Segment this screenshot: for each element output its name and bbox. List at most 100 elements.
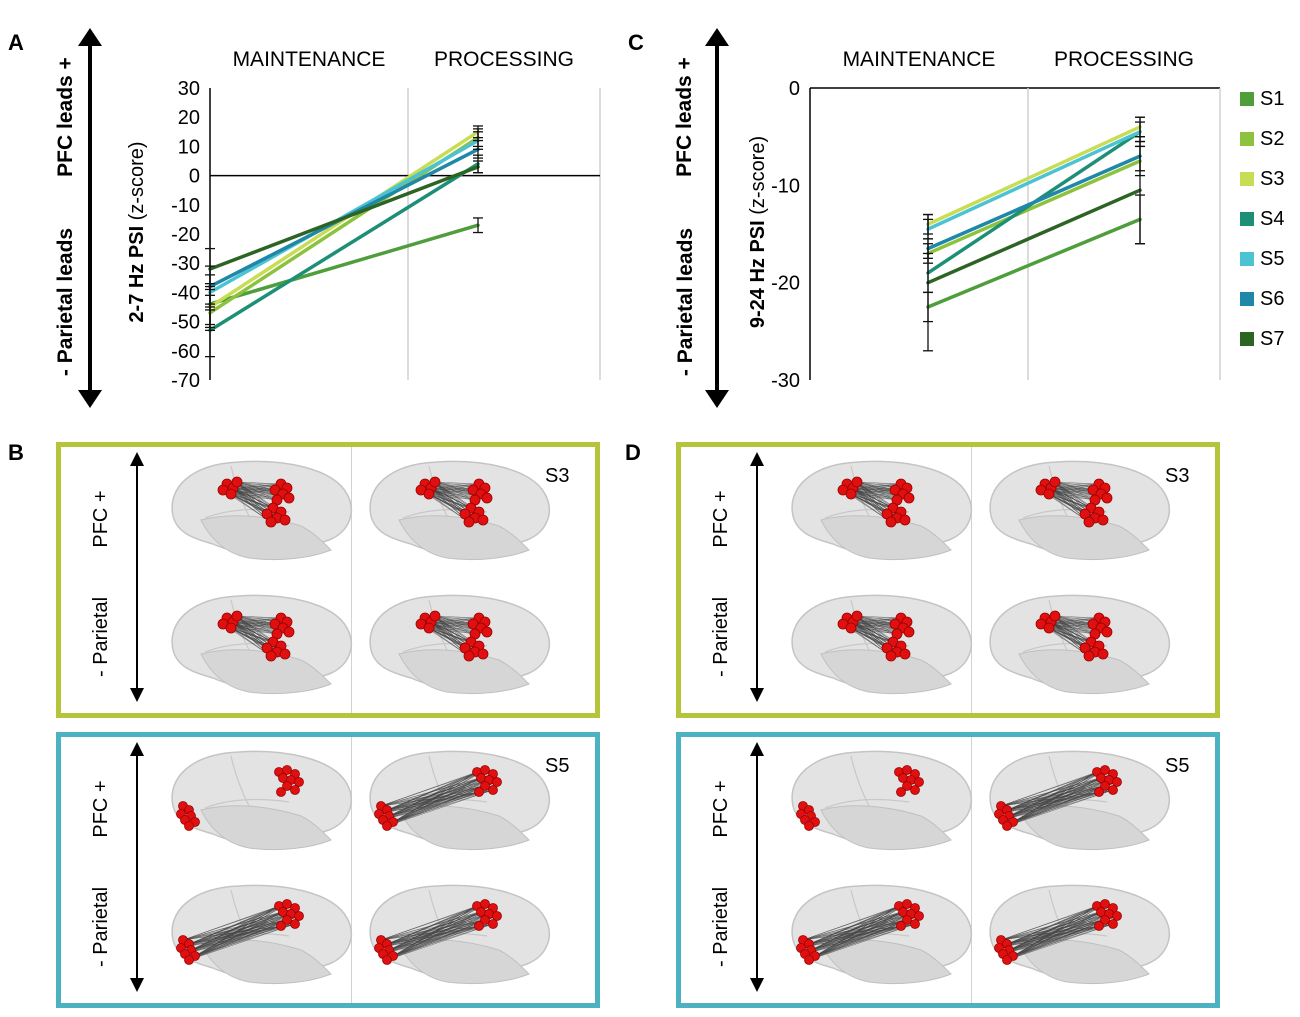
- brain-maintenance-pfc-leads: [791, 750, 972, 851]
- electrode-nodes: [796, 899, 924, 965]
- temporal-lobe: [398, 515, 530, 561]
- parietal-leads-label-a: - Parietal leads: [54, 227, 77, 377]
- brain-box-s5-b: PFC + - Parietal S5: [56, 732, 600, 1008]
- pfc-label: PFC +: [90, 490, 112, 548]
- y-tick-label: -40: [171, 282, 200, 304]
- central-sulcus: [230, 755, 250, 807]
- lateral-sulcus: [824, 798, 910, 809]
- y-tick-label: 0: [789, 78, 800, 100]
- electrode-nodes: [837, 476, 915, 528]
- brain-maintenance-parietal-leads: [791, 884, 972, 985]
- pfc-label: PFC +: [90, 780, 112, 838]
- legend-swatch: [1240, 332, 1254, 346]
- legend-swatch: [1240, 92, 1254, 106]
- temporal-lobe: [820, 515, 952, 561]
- brain-maintenance-pfc-leads: [791, 460, 972, 561]
- series-line-s4: [208, 162, 480, 333]
- line-chart-c: 0 -10 -20 -30 MAINTENANCE PROCESSING: [771, 48, 1221, 392]
- brain-processing-pfc-leads: [989, 750, 1170, 851]
- error-bar-s7: [473, 160, 483, 174]
- series-line-s6: [926, 154, 1142, 251]
- brain-maintenance-pfc-leads: [171, 460, 352, 561]
- error-bar-s7: [1135, 136, 1145, 245]
- legend-label: S4: [1260, 208, 1285, 230]
- legend-swatch: [1240, 292, 1254, 306]
- error-bar-s1: [473, 217, 483, 234]
- legend-item-s7: S7: [1240, 326, 1300, 352]
- electrode-nodes: [796, 765, 924, 831]
- subject-label: S5: [1165, 755, 1190, 777]
- brain-maintenance-pfc-leads: [171, 750, 352, 851]
- series-line-s1: [926, 217, 1142, 309]
- subject-label: S3: [1165, 465, 1190, 487]
- electrode-nodes: [217, 610, 295, 662]
- panel-letter-b: B: [8, 440, 24, 465]
- legend-label: S6: [1260, 288, 1285, 310]
- temporal-lobe: [200, 649, 332, 695]
- legend-label: S7: [1260, 328, 1285, 350]
- legend-swatch: [1240, 252, 1254, 266]
- electrode-nodes: [374, 765, 502, 831]
- legend-item-s1: S1: [1240, 86, 1300, 112]
- y-tick-label: -50: [171, 312, 200, 334]
- condition-divider: [971, 737, 972, 1003]
- error-bar-s7: [923, 213, 933, 352]
- series-line-s1: [208, 223, 480, 306]
- panel-letter-d: D: [625, 440, 641, 465]
- legend-swatch: [1240, 132, 1254, 146]
- brain-box-s3-b: PFC + - Parietal S3: [56, 442, 600, 718]
- parietal-label: - Parietal: [710, 886, 732, 968]
- pfc-label: PFC +: [710, 490, 732, 548]
- y-axis-label-a: 2-7 Hz PSI (z-score): [125, 126, 149, 338]
- series-line-s7: [208, 165, 480, 271]
- y-tick-label: -60: [171, 341, 200, 363]
- electrode-nodes: [176, 899, 304, 965]
- y-tick-label: 0: [189, 166, 200, 188]
- y-tick-label: 20: [178, 107, 200, 129]
- parietal-label: - Parietal: [90, 596, 112, 678]
- brain-maintenance-parietal-leads: [171, 594, 352, 695]
- pfc-parietal-arrow: [750, 452, 764, 702]
- electrode-nodes: [994, 899, 1122, 965]
- electrode-nodes: [176, 765, 304, 831]
- temporal-lobe: [1018, 939, 1150, 985]
- legend-label: S5: [1260, 248, 1285, 270]
- brain-processing-pfc-leads: [989, 460, 1170, 561]
- legend-label: S3: [1260, 168, 1285, 190]
- legend-item-s3: S3: [1240, 166, 1300, 192]
- brain-processing-parietal-leads: [369, 884, 550, 985]
- y-tick-label: -70: [171, 370, 200, 392]
- electrode-nodes: [1035, 610, 1113, 662]
- series-line-s7: [926, 188, 1142, 285]
- connectivity-edges: [998, 903, 1118, 961]
- y-tick-label: -10: [771, 175, 800, 197]
- brain-box-s3-d: PFC + - Parietal S3: [676, 442, 1220, 718]
- electrode-nodes: [415, 610, 493, 662]
- brain-maintenance-parietal-leads: [791, 594, 972, 695]
- brain-maintenance-parietal-leads: [171, 884, 352, 985]
- parietal-leads-label-c: - Parietal leads: [674, 227, 697, 377]
- temporal-lobe: [398, 649, 530, 695]
- brain-processing-parietal-leads: [989, 594, 1170, 695]
- legend-item-s2: S2: [1240, 126, 1300, 152]
- line-chart-a: 30 20 10 0 -10 -20 -30 -40 -50 -60 -70 MAINTENANCE P…: [171, 48, 601, 392]
- brain-processing-parietal-leads: [369, 594, 550, 695]
- connectivity-edges: [378, 769, 498, 827]
- condition-divider: [351, 737, 352, 1003]
- temporal-lobe: [820, 649, 952, 695]
- y-tick-label: 10: [178, 136, 200, 158]
- legend-label: S2: [1260, 128, 1285, 150]
- panel-letter-a: A: [8, 30, 24, 55]
- y-axis-label-unit-a: (z-score): [126, 141, 148, 226]
- category-label: PROCESSING: [1054, 48, 1194, 71]
- legend-swatch: [1240, 172, 1254, 186]
- y-tick-label: -30: [771, 370, 800, 392]
- brain-processing-pfc-leads: [369, 460, 550, 561]
- legend-item-s4: S4: [1240, 206, 1300, 232]
- series-line-s5: [926, 130, 1142, 231]
- brain-processing-parietal-leads: [989, 884, 1170, 985]
- parietal-label: - Parietal: [710, 596, 732, 678]
- category-label: MAINTENANCE: [233, 48, 386, 71]
- error-bar-s7: [205, 247, 215, 291]
- pfc-label: PFC +: [710, 780, 732, 838]
